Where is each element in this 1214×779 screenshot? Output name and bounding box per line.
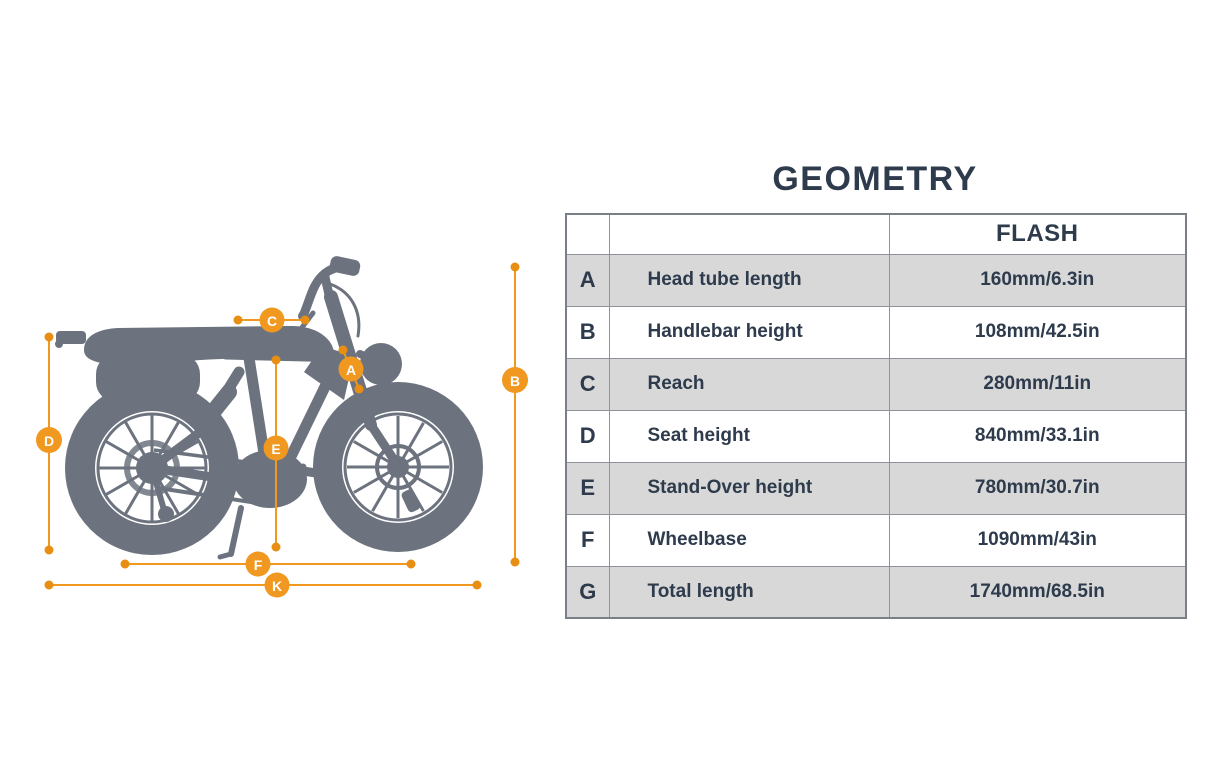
row-name: Head tube length [608, 253, 890, 307]
row-letter: B [565, 305, 610, 359]
marker-b-label: B [510, 373, 520, 389]
marker-a-label: A [346, 362, 356, 378]
row-value: 1090mm/43in [888, 513, 1187, 567]
dimension-d: D [36, 332, 62, 555]
row-letter: E [565, 461, 610, 515]
marker-e-label: E [271, 441, 280, 457]
row-value: 840mm/33.1in [888, 409, 1187, 463]
dimension-f: F [120, 551, 416, 577]
page-title: GEOMETRY [772, 160, 978, 198]
table-header-name [608, 213, 890, 255]
marker-d-label: D [44, 433, 54, 449]
table-header-letter [565, 213, 610, 255]
row-letter: G [565, 565, 610, 619]
row-letter: C [565, 357, 610, 411]
marker-k-label: K [272, 578, 282, 594]
table-row: B Handlebar height 108mm/42.5in [565, 305, 1187, 359]
dimension-c: C [233, 307, 310, 333]
dimension-a: A [338, 345, 364, 394]
marker-d-badge [36, 427, 62, 453]
marker-c-badge [259, 307, 285, 333]
row-value: 780mm/30.7in [888, 461, 1187, 515]
table-row: E Stand-Over height 780mm/30.7in [565, 461, 1187, 515]
dimension-k: K [44, 572, 482, 598]
table-row: F Wheelbase 1090mm/43in [565, 513, 1187, 567]
row-letter: A [565, 253, 610, 307]
row-name: Stand-Over height [608, 461, 890, 515]
row-name: Reach [608, 357, 890, 411]
geometry-table: FLASH A Head tube length 160mm/6.3in B H… [565, 213, 1187, 619]
marker-b-badge [502, 367, 528, 393]
headlight [360, 343, 402, 385]
frame-and-seat [55, 256, 403, 560]
marker-k-badge [264, 572, 290, 598]
marker-c-label: C [267, 313, 277, 329]
row-name: Total length [608, 565, 890, 619]
row-value: 108mm/42.5in [888, 305, 1187, 359]
row-name: Seat height [608, 409, 890, 463]
marker-e-badge [263, 435, 289, 461]
row-value: 280mm/11in [888, 357, 1187, 411]
marker-f-label: F [254, 557, 263, 573]
table-row: G Total length 1740mm/68.5in [565, 565, 1187, 619]
row-name: Wheelbase [608, 513, 890, 567]
row-name: Handlebar height [608, 305, 890, 359]
marker-a-badge [338, 356, 364, 382]
table-header-row: FLASH [565, 213, 1187, 255]
marker-f-badge [245, 551, 271, 577]
table-header-flash: FLASH [888, 213, 1187, 255]
table-row: D Seat height 840mm/33.1in [565, 409, 1187, 463]
dimension-e: E [263, 355, 289, 552]
dimension-b: B [502, 262, 528, 567]
geometry-diagram: A B C [36, 256, 528, 598]
table-row: C Reach 280mm/11in [565, 357, 1187, 411]
row-value: 160mm/6.3in [888, 253, 1187, 307]
battery [96, 354, 200, 402]
row-letter: F [565, 513, 610, 567]
row-letter: D [565, 409, 610, 463]
table-row: A Head tube length 160mm/6.3in [565, 253, 1187, 307]
row-value: 1740mm/68.5in [888, 565, 1187, 619]
bike-silhouette [55, 256, 483, 560]
